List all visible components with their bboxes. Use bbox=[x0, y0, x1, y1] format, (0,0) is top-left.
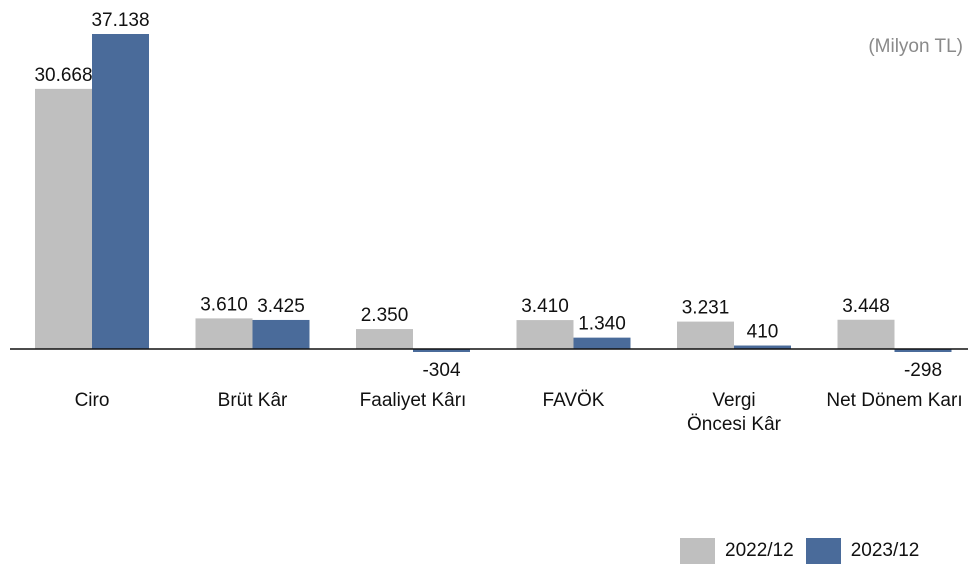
legend-swatch-2023 bbox=[805, 538, 841, 564]
data-label-2022-12-5: 3.448 bbox=[842, 296, 890, 317]
bar-2023-12-1 bbox=[252, 319, 310, 349]
legend-swatch-2022 bbox=[680, 538, 715, 564]
data-label-2023-12-3: 1.340 bbox=[578, 314, 626, 335]
bar-2022-12-2 bbox=[356, 329, 413, 349]
data-label-2022-12-1: 3.610 bbox=[200, 294, 248, 315]
bar-2022-12-5 bbox=[837, 319, 895, 349]
bar-2022-12-1 bbox=[195, 318, 253, 349]
category-label-1: Brüt Kâr bbox=[218, 390, 288, 411]
category-label-4-0: Vergi bbox=[712, 390, 755, 411]
data-label-2022-12-3: 3.410 bbox=[521, 296, 569, 317]
data-label-2023-12-0: 37.138 bbox=[91, 10, 149, 31]
bar-2023-12-0 bbox=[92, 34, 149, 349]
legend-item-2022: 2022/12 bbox=[680, 538, 794, 564]
data-label-2023-12-4: 410 bbox=[747, 322, 779, 343]
bar-2023-12-2 bbox=[413, 349, 470, 352]
data-label-2023-12-5: -298 bbox=[904, 360, 942, 381]
legend-item-2023: 2023/12 bbox=[805, 538, 920, 564]
bar-2023-12-5 bbox=[894, 349, 952, 352]
legend: 2022/12 2023/12 bbox=[680, 538, 931, 564]
data-label-2022-12-4: 3.231 bbox=[682, 298, 730, 319]
bar-2023-12-4 bbox=[734, 345, 791, 349]
category-label-3: FAVÖK bbox=[543, 390, 605, 411]
category-label-5: Net Dönem Karı bbox=[826, 390, 962, 411]
data-label-2023-12-1: 3.425 bbox=[257, 296, 305, 317]
bar-2023-12-3 bbox=[573, 337, 631, 349]
data-label-2023-12-2: -304 bbox=[422, 360, 460, 381]
data-label-2022-12-0: 30.668 bbox=[34, 65, 92, 86]
bar-2022-12-0 bbox=[35, 88, 92, 350]
bar-2022-12-3 bbox=[516, 320, 574, 349]
data-label-2022-12-2: 2.350 bbox=[361, 305, 409, 326]
legend-label-2023: 2023/12 bbox=[850, 540, 920, 561]
category-label-4-1: Öncesi Kâr bbox=[687, 414, 782, 435]
unit-label: (Milyon TL) bbox=[868, 36, 963, 57]
category-label-2: Faaliyet Kârı bbox=[360, 390, 467, 411]
legend-label-2022: 2022/12 bbox=[725, 540, 794, 561]
category-label-0: Ciro bbox=[75, 390, 110, 411]
bar-2022-12-4 bbox=[677, 321, 734, 349]
